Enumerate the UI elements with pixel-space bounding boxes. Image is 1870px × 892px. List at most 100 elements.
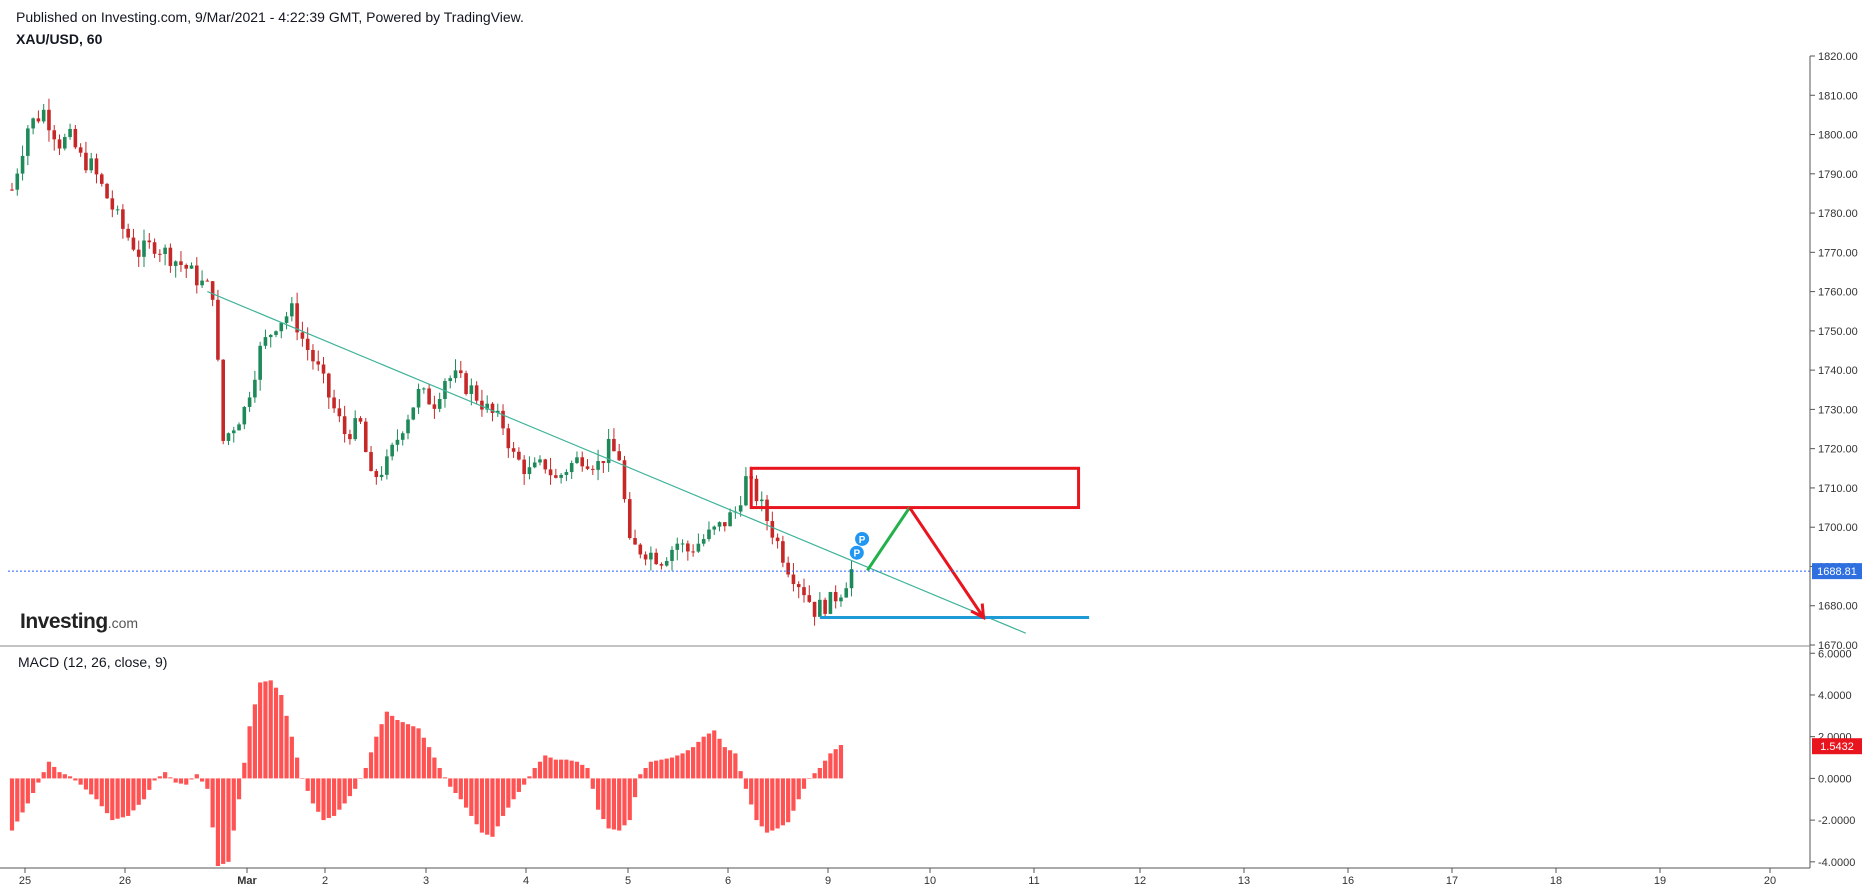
candle-body xyxy=(818,599,822,617)
macd-bar xyxy=(141,778,147,800)
candle-body xyxy=(675,543,680,550)
macd-bar xyxy=(189,778,194,780)
candle-body xyxy=(231,430,236,434)
time-tick-label: 19 xyxy=(1654,875,1666,887)
macd-bar xyxy=(442,777,448,779)
candle-body xyxy=(643,554,648,560)
time-tick-label: 10 xyxy=(924,875,936,887)
candle-body xyxy=(10,189,14,191)
candle-body xyxy=(765,499,769,522)
macd-bar xyxy=(479,778,485,833)
macd-bar xyxy=(157,776,162,779)
candle-body xyxy=(332,397,336,409)
candle-body xyxy=(696,543,701,552)
macd-bar xyxy=(152,778,157,781)
candle-body xyxy=(849,569,854,589)
macd-bar xyxy=(258,682,263,779)
candle-body xyxy=(601,461,606,464)
macd-bar xyxy=(374,736,379,779)
macd-bar xyxy=(115,778,120,819)
time-tick-label: 26 xyxy=(119,875,131,887)
candle-body xyxy=(258,345,262,380)
price-tick-label: 1730.00 xyxy=(1818,404,1858,416)
candle-body xyxy=(495,410,500,413)
candle-body xyxy=(311,350,315,362)
candle-body xyxy=(622,460,627,500)
candle-body xyxy=(358,418,363,422)
candle-body xyxy=(184,264,189,269)
candle-body xyxy=(680,543,685,545)
candle-body xyxy=(664,560,669,566)
candle-body xyxy=(158,253,162,255)
macd-bar xyxy=(580,764,585,779)
candle-body xyxy=(432,404,437,409)
price-tick-label: 1800.00 xyxy=(1818,130,1858,142)
macd-bar xyxy=(15,778,20,822)
candle-body xyxy=(823,599,827,614)
candle-body xyxy=(342,416,347,435)
macd-value-badge-label: 1.5432 xyxy=(1820,741,1854,753)
candle-body xyxy=(41,109,46,122)
candle-body xyxy=(564,472,569,475)
candle-body xyxy=(189,265,194,269)
candle-body xyxy=(300,332,305,339)
candle-body xyxy=(427,388,431,405)
macd-bar xyxy=(643,767,648,779)
macd-bar xyxy=(263,681,268,779)
macd-bar xyxy=(379,724,384,779)
macd-bar xyxy=(759,778,764,827)
macd-bar xyxy=(706,733,712,779)
macd-bar xyxy=(691,747,696,779)
candle-body xyxy=(506,428,511,449)
macd-tick-label: -4.0000 xyxy=(1818,857,1855,869)
macd-bar xyxy=(326,778,331,819)
price-tick-label: 1770.00 xyxy=(1818,247,1858,259)
candle-body xyxy=(717,522,722,527)
candle-body xyxy=(701,539,706,544)
price-tick-label: 1820.00 xyxy=(1818,51,1858,63)
macd-bar xyxy=(775,778,780,829)
price-tick-label: 1720.00 xyxy=(1818,444,1858,456)
macd-tick-label: 0.0000 xyxy=(1818,773,1852,785)
macd-bar xyxy=(421,737,426,779)
macd-bar xyxy=(585,767,590,779)
macd-bar xyxy=(764,778,770,833)
price-tick-label: 1680.00 xyxy=(1818,601,1858,613)
candle-body xyxy=(686,543,690,552)
candle-body xyxy=(670,549,674,561)
candle-body xyxy=(78,147,83,153)
macd-bar xyxy=(823,760,828,779)
candle-body xyxy=(395,439,400,445)
macd-bar xyxy=(659,759,664,779)
time-tick-label: 12 xyxy=(1134,875,1146,887)
macd-bar xyxy=(99,778,104,807)
macd-bar xyxy=(178,778,184,784)
macd-bar xyxy=(733,753,738,779)
candle-body xyxy=(691,551,695,553)
candle-body xyxy=(263,337,268,346)
candle-body xyxy=(52,130,57,140)
macd-bar xyxy=(120,778,125,818)
candle-body xyxy=(305,338,310,351)
macd-bar xyxy=(395,720,400,779)
candle-body xyxy=(369,452,373,472)
macd-bar xyxy=(743,778,749,789)
candle-body xyxy=(654,552,658,565)
candle-body xyxy=(348,434,352,440)
macd-bar xyxy=(31,778,36,793)
candle-body xyxy=(511,448,516,452)
macd-bar xyxy=(41,772,46,779)
price-tick-label: 1790.00 xyxy=(1818,169,1858,181)
candle-body xyxy=(200,280,204,286)
macd-bar xyxy=(358,778,363,779)
price-tick-label: 1710.00 xyxy=(1818,483,1858,495)
candle-body xyxy=(290,303,294,317)
macd-bar xyxy=(437,767,442,779)
candle-body xyxy=(385,456,389,475)
candle-body xyxy=(400,433,405,440)
macd-bar xyxy=(754,778,759,821)
macd-bar xyxy=(595,778,601,810)
macd-bar xyxy=(527,776,532,779)
macd-bar xyxy=(559,759,564,779)
macd-tick-label: 6.0000 xyxy=(1818,648,1852,660)
